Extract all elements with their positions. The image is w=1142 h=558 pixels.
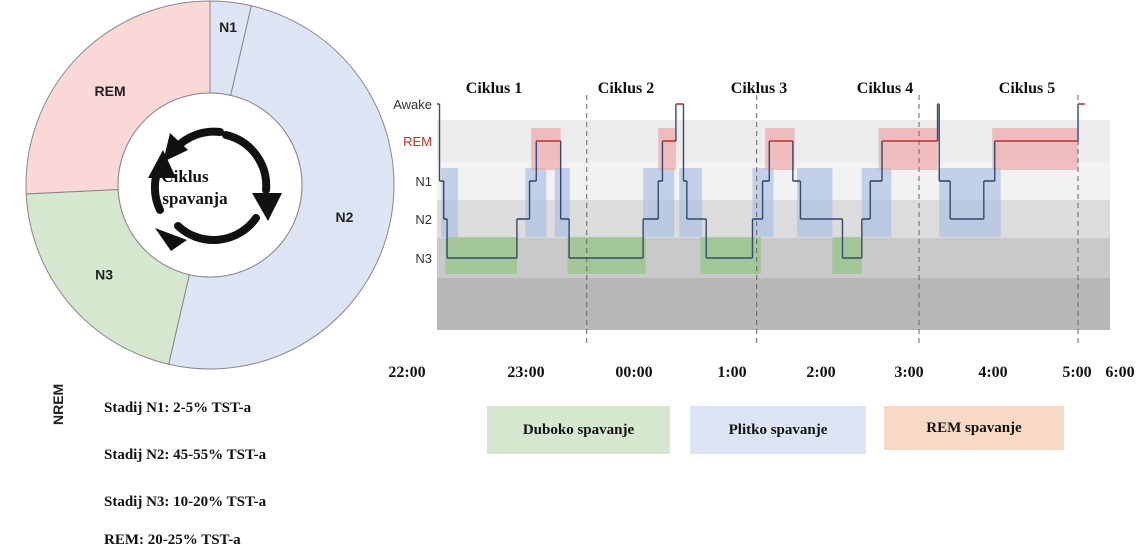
highlight-box-rem [992,128,1079,170]
y-label-awake: Awake [393,97,432,112]
highlight-box-light [861,168,892,237]
cycle-label: Ciklus 5 [999,80,1055,97]
x-tick-label: 6:00 [1105,364,1134,381]
cycle-arrows-icon [148,127,282,251]
donut-center-line2: spavanja [162,189,228,208]
highlight-box-deep [567,237,646,274]
highlight-box-deep [832,237,862,274]
y-label-n1: N1 [415,174,432,189]
highlight-box-light [797,168,833,237]
y-label-n2: N2 [415,212,432,227]
highlight-box-light [939,168,1001,237]
cycle-label: Ciklus 3 [731,80,787,97]
sleep-cycle-donut: N1 N2 N3 REM Ciklus spavanja [25,0,395,370]
stat-n2: Stadij N2: 45-55% TST-a [104,447,267,463]
legend-rem-label: REM spavanje [926,419,1022,436]
hypnogram-band [437,238,1110,278]
cycle-label: Ciklus 2 [598,80,654,97]
donut-hole [117,92,303,278]
x-tick-label: 22:00 [388,364,425,381]
donut-label-n1: N1 [219,19,237,35]
highlight-box-rem [658,128,676,170]
x-tick-label: 00:00 [615,364,652,381]
highlight-box-rem [878,128,938,170]
highlight-box-rem [765,128,795,170]
highlight-box-light [525,168,547,237]
legend-light-sleep: Plitko spavanje [690,406,866,454]
highlight-box-deep [445,237,517,274]
y-label-n3: N3 [415,251,432,266]
x-tick-label: 5:00 [1062,364,1091,381]
stat-n1: Stadij N1: 2-5% TST-a [104,400,252,416]
stat-rem: REM: 20-25% TST-a [104,532,241,548]
cycle-label: Ciklus 4 [857,80,913,97]
legend-deep-label: Duboko spavanje [522,421,635,438]
cycle-label: Ciklus 1 [466,80,522,97]
hypnogram-chart: Awake REM N1 N2 N3 Ciklus 1 Ciklus 2 Ciklus 3 C… [388,80,1134,381]
x-tick-label: 4:00 [978,364,1007,381]
highlight-box-deep [700,237,761,274]
x-tick-label: 3:00 [894,364,923,381]
x-tick-label: 23:00 [507,364,544,381]
highlight-box-light [679,168,702,237]
donut-center-line1: Ciklus [161,167,209,186]
x-tick-label: 2:00 [806,364,835,381]
y-label-rem: REM [403,134,432,149]
legend-rem-sleep: REM spavanje [884,406,1064,450]
legend-light-label: Plitko spavanje [728,421,828,438]
donut-label-n2: N2 [336,209,354,225]
legend-deep-sleep: Duboko spavanje [487,406,670,454]
highlight-box-light [554,168,570,237]
donut-label-rem: REM [95,83,126,99]
stat-n3: Stadij N3: 10-20% TST-a [104,494,267,510]
x-tick-label: 1:00 [717,364,746,381]
donut-label-n3: N3 [95,267,113,283]
hypnogram-band [437,278,1110,330]
